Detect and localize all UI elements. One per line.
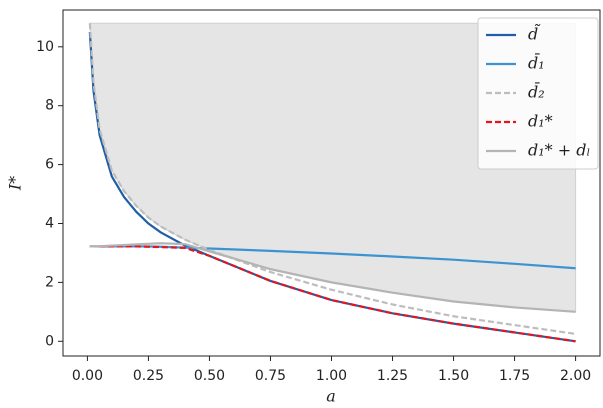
x-tick-label: 0.75 [255,368,286,384]
y-tick-label: 0 [45,333,54,349]
x-tick-label: 0.25 [133,368,164,384]
y-tick-label: 6 [45,157,54,173]
x-axis-label: a [326,387,336,406]
x-tick-label: 1.00 [316,368,347,384]
y-tick-label: 10 [36,39,54,55]
x-tick-label: 1.75 [499,368,530,384]
x-tick-label: 1.25 [377,368,408,384]
legend-box [477,17,599,170]
legend-label: d̄₂ [528,80,545,101]
series-line [89,245,576,343]
y-axis-label: I* [6,176,25,191]
plot-frame [62,9,601,357]
series-line [89,242,576,313]
y-tick-label: 4 [45,215,54,231]
series-line [88,23,576,336]
legend-label: d̃ [528,23,541,43]
legend-label: d₁* + dₗ [528,141,590,160]
legend-label: d₁* [528,112,553,131]
x-tick-label: 1.50 [438,368,469,384]
x-tick-label: 0.00 [72,368,103,384]
x-tick-label: 2.00 [560,368,591,384]
legend-label: d̄₁ [528,51,545,72]
x-tick-label: 0.50 [194,368,225,384]
y-tick-label: 8 [45,98,54,114]
y-tick-label: 2 [45,274,54,290]
